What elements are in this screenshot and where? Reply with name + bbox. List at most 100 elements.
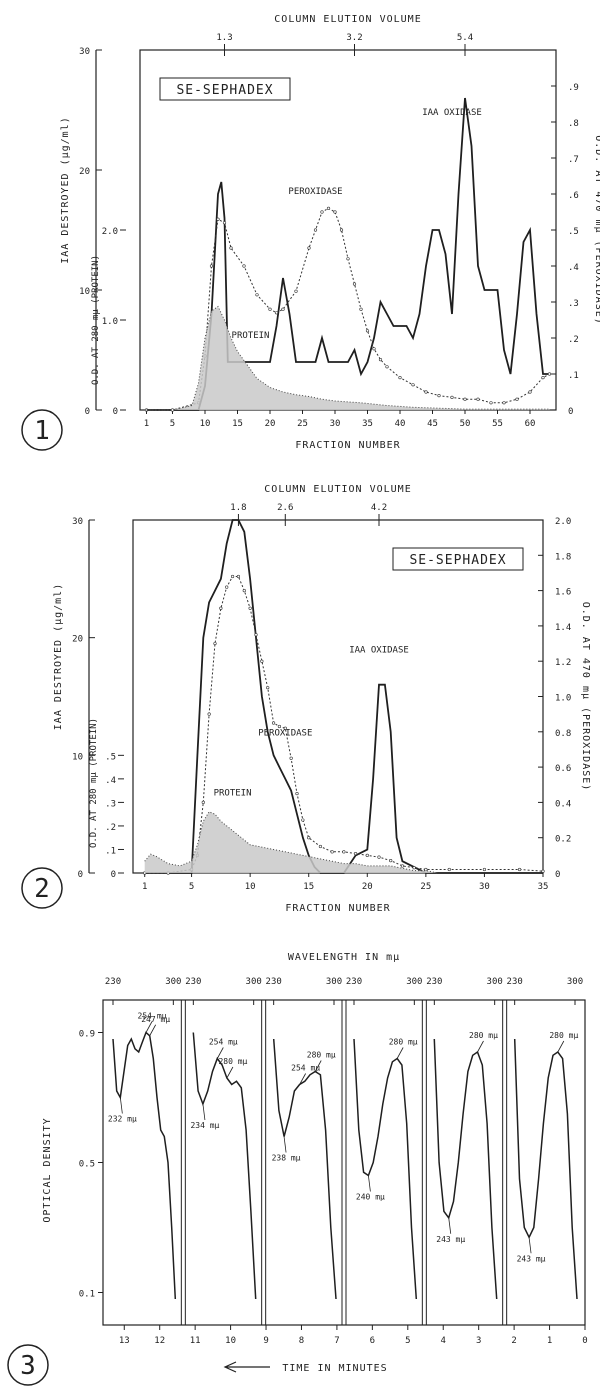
left-axis-tick-label: 0 (85, 407, 90, 417)
spectrum-label-arrow (119, 1097, 123, 1114)
time-axis-title: TIME IN MINUTES (282, 1363, 387, 1374)
peroxidase-point (541, 376, 545, 380)
right-axis-tick-label: 1.8 (555, 552, 571, 562)
right-axis-tick-label: 2.0 (555, 517, 571, 527)
x-axis-tick-label: 35 (538, 882, 549, 892)
spectrum-label-arrow (314, 1060, 322, 1072)
spectrum-peak-label: 243 mμ (517, 1254, 546, 1263)
right-axis-tick-label: 1.6 (555, 588, 571, 598)
left-axis-tick-label: 0 (78, 870, 83, 880)
series-annotation: PROTEIN (232, 331, 270, 341)
spectrum-peak-label: 238 mμ (272, 1154, 301, 1163)
x-axis-tick-label: 5 (170, 419, 175, 429)
x-axis-tick-label: 30 (330, 419, 341, 429)
peroxidase-point (346, 257, 350, 261)
peroxidase-point (216, 217, 220, 221)
inner-axis-tick-label: .1 (105, 846, 116, 856)
time-axis-tick-label: 4 (441, 1336, 446, 1346)
peroxidase-point (541, 869, 545, 873)
spectrum-curve (272, 1038, 337, 1300)
peroxidase-point (294, 289, 298, 293)
x-axis-tick-label: 20 (265, 419, 276, 429)
protein-area (144, 811, 438, 873)
spectrum-label-arrow (557, 1040, 565, 1053)
wavelength-end-label: 300 (487, 977, 503, 987)
od-axis-tick-label: 0.9 (79, 1030, 95, 1040)
peroxidase-point (412, 866, 416, 870)
wavelength-start-label: 230 (426, 977, 442, 987)
peroxidase-point (482, 867, 487, 872)
inner-axis-tick-label: .2 (105, 823, 116, 833)
spectrum-label-arrow (367, 1175, 371, 1192)
peroxidase-point (225, 585, 229, 589)
left-axis-title: IAA DESTROYED (μg/ml) (60, 116, 71, 263)
x-axis-tick-label: 30 (479, 882, 490, 892)
peroxidase-point (248, 606, 252, 610)
sephadex-label-box (159, 77, 291, 101)
x-axis-tick-label: 15 (303, 882, 314, 892)
sephadex-label: SE-SEPHADEX (409, 553, 506, 568)
left-axis-tick-label: 30 (79, 47, 90, 57)
top-axis-tick-label: 4.2 (371, 503, 387, 513)
spectrum-peak-label: 254 mμ (138, 1012, 167, 1021)
wavelength-start-label: 230 (266, 977, 282, 987)
x-axis-tick-label: 45 (427, 419, 438, 429)
x-axis-tick-label: 25 (297, 419, 308, 429)
spectrum-curve (353, 1038, 418, 1300)
wavelength-end-label: 300 (406, 977, 422, 987)
peroxidase-series-line (146, 207, 550, 411)
peroxidase-point (283, 726, 287, 730)
time-axis-tick-label: 1 (547, 1336, 552, 1346)
right-axis-tick-label: .1 (568, 371, 579, 381)
spectrum-label-arrow (216, 1047, 224, 1059)
time-axis-tick-label: 7 (334, 1336, 339, 1346)
sephadex-label-box (392, 547, 524, 571)
inner-axis-tick-label: 0 (113, 407, 118, 417)
peroxidase-point (372, 347, 376, 351)
right-axis-title: O.D. AT 470 mμ (PEROXIDASE) (593, 135, 600, 325)
spectrum-peak-label: 234 mμ (190, 1121, 219, 1130)
inner-axis-tick-label: 2.0 (102, 227, 118, 237)
peroxidase-point (266, 686, 270, 690)
top-axis-tick-label: 2.6 (277, 503, 293, 513)
x-axis-tick-label: 10 (200, 419, 211, 429)
x-axis-tick-label: 1 (142, 882, 147, 892)
top-axis-title: COLUMN ELUTION VOLUME (274, 14, 421, 25)
right-axis-tick-label: .3 (568, 299, 579, 309)
peroxidase-point (219, 606, 223, 610)
protein-series-line (146, 305, 550, 411)
right-axis-tick-label: .6 (568, 191, 579, 201)
inner-axis-tick-label: 0 (111, 870, 116, 880)
x-axis-tick-label: 10 (245, 882, 256, 892)
peroxidase-point (201, 800, 205, 805)
x-axis-tick-label: 40 (395, 419, 406, 429)
spectrum-label-arrow (477, 1040, 484, 1053)
peroxidase-point (447, 867, 451, 872)
peroxidase-point (502, 401, 506, 405)
top-axis-tick-label: 5.4 (457, 33, 473, 43)
spectrum-peak-label: 280 mμ (469, 1031, 498, 1040)
right-axis-tick-label: .7 (568, 155, 579, 165)
peroxidase-point (260, 659, 264, 663)
right-axis-tick-label: 0.6 (555, 764, 571, 774)
wavelength-start-label: 230 (507, 977, 523, 987)
series-annotation: IAA OXIDASE (349, 645, 409, 655)
top-axis-tick-label: 3.2 (346, 33, 362, 43)
peroxidase-point (365, 853, 369, 857)
time-axis-tick-label: 12 (154, 1336, 165, 1346)
peroxidase-point (547, 372, 552, 376)
peroxidase-point (398, 376, 402, 380)
spectrum-label-arrow (145, 1021, 153, 1033)
inner-axis-title: O.D. AT 280 mμ (PROTEIN) (89, 718, 99, 848)
left-axis-title: IAA DESTROYED (μg/ml) (53, 583, 64, 730)
peroxidase-point (342, 850, 346, 854)
peroxidase-point (489, 401, 493, 405)
peroxidase-point (528, 390, 532, 394)
peroxidase-point (330, 850, 334, 854)
top-axis-tick-label: 1.3 (216, 33, 232, 43)
time-axis-tick-label: 11 (190, 1336, 201, 1346)
wavelength-end-label: 300 (567, 977, 583, 987)
peroxidase-point (271, 721, 276, 725)
inner-axis-tick-label: .3 (105, 799, 116, 809)
